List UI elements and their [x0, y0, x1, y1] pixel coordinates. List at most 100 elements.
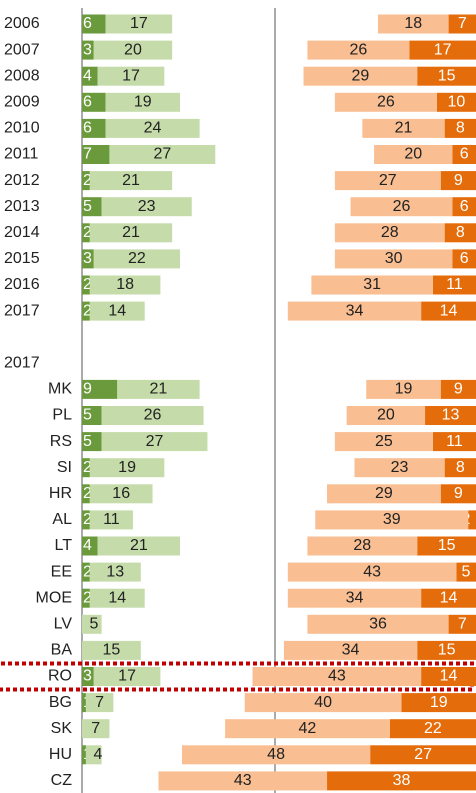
bar-segment [82, 118, 106, 138]
data-label: 9 [454, 381, 463, 398]
bar-segment [440, 484, 476, 504]
bar-segment [82, 693, 86, 713]
section-label: 2017 [4, 355, 40, 372]
bar-segment [350, 197, 453, 217]
bar-segment [117, 379, 200, 399]
data-label: 21 [150, 381, 168, 398]
data-label: 20 [404, 146, 422, 163]
row-label: HU [49, 746, 72, 763]
bar-segment [452, 249, 476, 269]
row-label: BA [51, 642, 73, 659]
row-label: RO [48, 668, 72, 685]
bar-segment [448, 614, 476, 634]
row-label: 2014 [4, 224, 40, 241]
row-label: 2009 [4, 94, 40, 111]
data-label: 5 [83, 433, 92, 450]
data-label: 5 [462, 563, 471, 580]
data-label: 9 [83, 381, 92, 398]
data-label: 2 [83, 485, 92, 502]
data-label: 14 [440, 589, 458, 606]
data-label: 6 [83, 94, 92, 111]
data-label: 40 [314, 694, 332, 711]
bar-segment [89, 171, 173, 191]
data-label: 14 [440, 302, 458, 319]
bar-segment [334, 171, 441, 191]
bar-segment [105, 92, 180, 112]
row-label: SI [57, 459, 72, 476]
data-label: 6 [83, 15, 92, 32]
bar-segment [82, 484, 90, 504]
bar-segment [327, 771, 476, 791]
row-label: RS [50, 433, 72, 450]
data-label: 17 [434, 41, 452, 58]
bar-segment [82, 197, 102, 217]
bar-segment [182, 745, 371, 765]
bar-segment [101, 406, 204, 425]
row-label: 2007 [4, 41, 40, 58]
bar-segment [82, 275, 90, 295]
bar-segment [432, 432, 476, 452]
bar-segment [421, 667, 476, 686]
data-label: 7 [91, 720, 100, 737]
data-label: 15 [103, 642, 121, 659]
bar-segment [82, 40, 94, 60]
bar-segment [389, 719, 476, 739]
row-label: CZ [51, 772, 73, 789]
bar-segment [85, 693, 114, 713]
bar-segment [89, 275, 161, 295]
bar-segment [82, 562, 90, 582]
data-label: 29 [351, 67, 369, 84]
bar-segment [89, 458, 165, 478]
data-label: 11 [446, 276, 463, 293]
data-label: 15 [438, 537, 456, 554]
data-label: 17 [130, 15, 148, 32]
row-label: LV [54, 616, 73, 633]
data-label: 28 [381, 224, 399, 241]
bar-segment [409, 40, 476, 60]
data-label: 13 [442, 407, 460, 424]
bar-segment [283, 640, 418, 660]
data-label: 43 [363, 563, 381, 580]
data-label: 19 [395, 381, 413, 398]
data-label: 2 [83, 276, 92, 293]
bar-segment [93, 667, 161, 686]
bar-segment [378, 14, 449, 34]
data-label: 26 [350, 41, 368, 58]
bar-segment [89, 484, 153, 504]
bar-segment [421, 301, 476, 321]
data-label: 6 [460, 198, 469, 215]
row-label: BG [49, 694, 72, 711]
bar-segment [89, 301, 145, 321]
bar-segment [346, 406, 426, 425]
data-label: 5 [83, 198, 92, 215]
bar-segment [101, 432, 208, 452]
row-label: 2008 [4, 67, 40, 84]
bar-segment [89, 562, 141, 582]
data-label: 18 [116, 276, 134, 293]
data-label: 23 [391, 459, 409, 476]
bar-segment [362, 118, 445, 138]
data-label: 2 [83, 511, 92, 528]
row-label: MK [48, 381, 72, 398]
row-label: 2017 [4, 302, 40, 319]
data-label: 21 [122, 224, 140, 241]
data-label: 3 [83, 41, 92, 58]
data-label: 26 [377, 94, 395, 111]
data-label: 14 [108, 589, 126, 606]
data-label: 26 [393, 198, 411, 215]
bar-segment [307, 40, 410, 60]
data-label: 28 [353, 537, 371, 554]
row-label: 2015 [4, 250, 40, 267]
data-label: 17 [118, 668, 136, 685]
bar-segment [82, 588, 90, 608]
bar-segment [97, 536, 180, 556]
data-label: 43 [328, 668, 346, 685]
bar-segment [444, 118, 476, 138]
bar-segment [89, 223, 173, 243]
data-label: 14 [108, 302, 126, 319]
bar-segment [82, 406, 102, 425]
data-label: 9 [454, 485, 463, 502]
bar-segment [82, 14, 106, 34]
data-label: 27 [153, 146, 171, 163]
data-label: 6 [83, 120, 92, 137]
